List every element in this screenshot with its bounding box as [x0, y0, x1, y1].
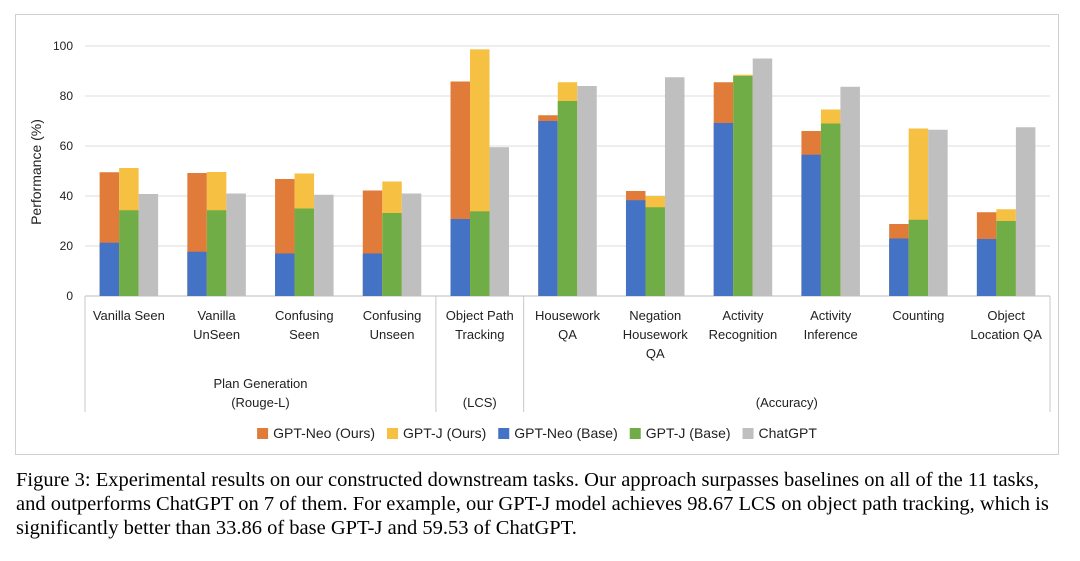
x-category-label: Vanilla: [198, 308, 237, 323]
legend-swatch: [629, 428, 641, 439]
bar-gpt-neo-base: [801, 154, 821, 296]
legend-swatch: [742, 428, 754, 439]
bar-gpt-j-base: [820, 123, 841, 296]
bar-gpt-neo-base: [713, 123, 734, 296]
x-category-label: Recognition: [709, 327, 778, 342]
bar-gpt-neo-base: [99, 242, 120, 296]
bar-chart: 0 20 40 60 80 100 Performance (%) Vanilla Seen V…: [28, 39, 1051, 441]
legend-label: GPT-Neo (Base): [514, 425, 617, 441]
legend-label: GPT-J (Ours): [403, 425, 486, 441]
x-category-label: Activity: [722, 308, 764, 323]
y-axis-label: Performance (%): [28, 119, 44, 225]
bar-chatgpt: [577, 86, 597, 296]
bar-gpt-neo-base: [362, 253, 383, 296]
bar-chatgpt: [840, 86, 860, 296]
bar-gpt-j-base: [557, 101, 578, 296]
group-label: (LCS): [463, 395, 497, 410]
bar-gpt-neo-base: [538, 121, 558, 296]
bar-gpt-neo-base: [450, 219, 471, 296]
bar-chatgpt: [138, 194, 159, 296]
group-label: (Rouge-L): [231, 395, 290, 410]
group-label: Plan Generation: [213, 376, 307, 391]
y-tick-label: 100: [53, 39, 73, 53]
x-category-label: Tracking: [455, 327, 504, 342]
legend-label: ChatGPT: [759, 425, 818, 441]
bar-chatgpt: [928, 129, 948, 296]
y-tick-label: 20: [60, 239, 74, 253]
x-category-label: Counting: [892, 308, 944, 323]
legend-swatch: [498, 428, 510, 439]
legend-label: GPT-Neo (Ours): [273, 425, 375, 441]
bar-gpt-j-base: [294, 208, 315, 296]
bar-gpt-j-base: [119, 210, 139, 296]
x-category-label: UnSeen: [193, 327, 240, 342]
bar-gpt-neo-base: [889, 238, 909, 296]
bar-chatgpt: [664, 77, 685, 296]
bar-chatgpt: [1015, 127, 1036, 296]
x-category-label: Unseen: [370, 327, 415, 342]
legend-swatch: [387, 428, 399, 439]
x-category-label: Inference: [804, 327, 858, 342]
bar-gpt-j-base: [996, 221, 1016, 296]
bar-chatgpt: [401, 193, 422, 296]
figure-frame: 0 20 40 60 80 100 Performance (%) Vanilla Seen V…: [15, 14, 1059, 455]
x-category-label: Seen: [289, 327, 319, 342]
x-category-label: Object: [987, 308, 1025, 323]
group-label: (Accuracy): [756, 395, 818, 410]
bar-gpt-j-base: [645, 207, 665, 296]
x-category-label: Object Path: [446, 308, 514, 323]
x-category-label: QA: [558, 327, 577, 342]
bar-chatgpt: [489, 147, 510, 296]
x-category-label: Confusing: [363, 308, 422, 323]
x-category-label: Housework: [535, 308, 601, 323]
y-tick-label: 80: [60, 89, 74, 103]
bar-gpt-j-base: [908, 219, 929, 296]
y-tick-label: 40: [60, 189, 74, 203]
x-category-label: Activity: [810, 308, 852, 323]
x-category-label: Confusing: [275, 308, 334, 323]
figure-caption: Figure 3: Experimental results on our co…: [16, 469, 1049, 539]
bar-gpt-neo-base: [187, 251, 207, 296]
bar-gpt-neo-base: [625, 200, 646, 296]
bar-gpt-neo-base: [275, 253, 295, 296]
y-tick-label: 0: [66, 289, 73, 303]
x-category-label: QA: [646, 346, 665, 361]
y-tick-label: 60: [60, 139, 74, 153]
bar-gpt-j-base: [206, 210, 227, 296]
bar-chatgpt: [314, 194, 334, 296]
x-category-label: Location QA: [970, 327, 1042, 342]
x-category-label: Housework: [623, 327, 689, 342]
bar-chatgpt: [752, 58, 773, 296]
bar-gpt-j-base: [733, 76, 753, 296]
legend-swatch: [257, 428, 269, 439]
x-category-label: Negation: [629, 308, 681, 323]
x-category-label: Vanilla Seen: [93, 308, 165, 323]
legend-label: GPT-J (Base): [646, 425, 731, 441]
bar-gpt-j-base: [470, 211, 490, 296]
bar-gpt-j-base: [382, 213, 402, 296]
bar-chatgpt: [226, 193, 246, 296]
bar-gpt-neo-base: [976, 239, 997, 296]
